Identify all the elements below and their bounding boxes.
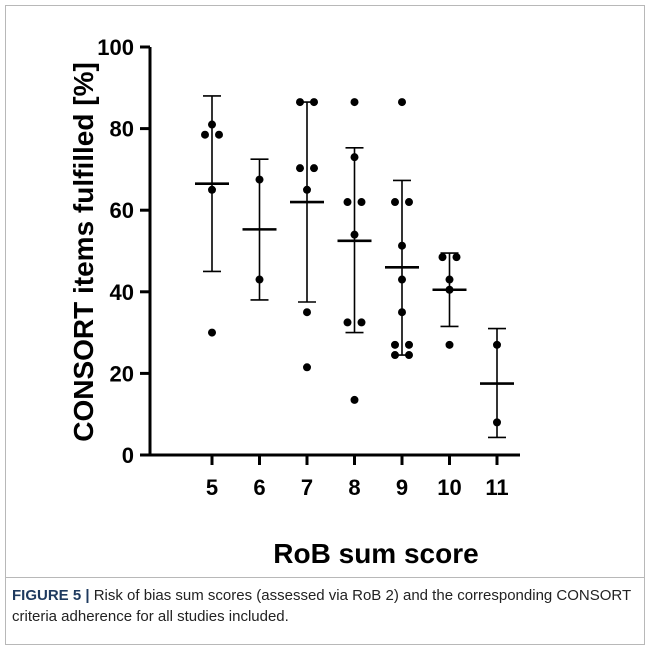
- data-point: [398, 308, 406, 317]
- data-point: [445, 275, 454, 284]
- data-point: [303, 363, 311, 372]
- data-point: [452, 253, 461, 262]
- data-point: [398, 241, 406, 250]
- x-tick-label: 9: [396, 475, 408, 500]
- data-point: [391, 198, 399, 207]
- data-point: [208, 185, 216, 194]
- x-tick-label: 11: [485, 475, 508, 500]
- data-point: [255, 275, 264, 284]
- y-tick-label: 80: [110, 117, 134, 142]
- data-point: [303, 308, 311, 317]
- caption-divider: [5, 577, 645, 578]
- data-point: [310, 98, 318, 107]
- y-tick-label: 0: [122, 443, 134, 468]
- data-point: [255, 175, 264, 184]
- data-point: [303, 185, 311, 194]
- data-point: [296, 164, 304, 173]
- data-point: [208, 120, 216, 129]
- data-point: [405, 198, 413, 207]
- data-point: [357, 198, 366, 207]
- data-point: [445, 285, 454, 294]
- data-point: [398, 98, 406, 107]
- data-point: [343, 318, 352, 327]
- x-tick-label: 8: [348, 475, 360, 500]
- data-point: [405, 351, 413, 360]
- y-tick-label: 20: [110, 361, 134, 386]
- data-point: [350, 153, 359, 162]
- data-point: [343, 198, 352, 207]
- data-point: [493, 418, 501, 427]
- y-tick-label: 100: [97, 35, 134, 60]
- data-point: [201, 130, 209, 139]
- chart: CONSORT items fulfilled [%] RoB sum scor…: [68, 35, 520, 569]
- caption-text: Risk of bias sum scores (assessed via Ro…: [12, 587, 631, 625]
- y-axis-title: CONSORT items fulfilled [%]: [68, 62, 99, 442]
- data-point: [350, 395, 359, 404]
- data-point: [296, 98, 304, 107]
- data-point: [215, 130, 223, 139]
- x-tick-label: 5: [206, 475, 218, 500]
- y-tick-label: 60: [110, 198, 134, 223]
- x-tick-label: 7: [301, 475, 313, 500]
- data-point: [310, 164, 318, 173]
- x-tick-label: 6: [253, 475, 265, 500]
- plot-area: 0 20 40 60 80 100 5 6 7 8 9 10 11: [97, 35, 520, 500]
- figure-frame: [5, 5, 645, 645]
- y-tick-label: 40: [110, 280, 134, 305]
- data-point: [357, 318, 366, 327]
- data-point: [405, 340, 413, 349]
- data-point: [208, 328, 216, 337]
- data-point: [438, 253, 447, 262]
- data-point: [391, 340, 399, 349]
- x-axis-title: RoB sum score: [273, 538, 478, 569]
- figure-caption: FIGURE 5 | Risk of bias sum scores (asse…: [12, 585, 632, 627]
- data-point: [445, 340, 454, 349]
- data-point: [391, 351, 399, 360]
- data-point: [493, 340, 501, 349]
- data-point: [398, 275, 406, 284]
- data-point: [350, 230, 359, 239]
- caption-label: FIGURE 5 |: [12, 587, 90, 604]
- data-point: [350, 98, 359, 107]
- x-tick-label: 10: [437, 475, 461, 500]
